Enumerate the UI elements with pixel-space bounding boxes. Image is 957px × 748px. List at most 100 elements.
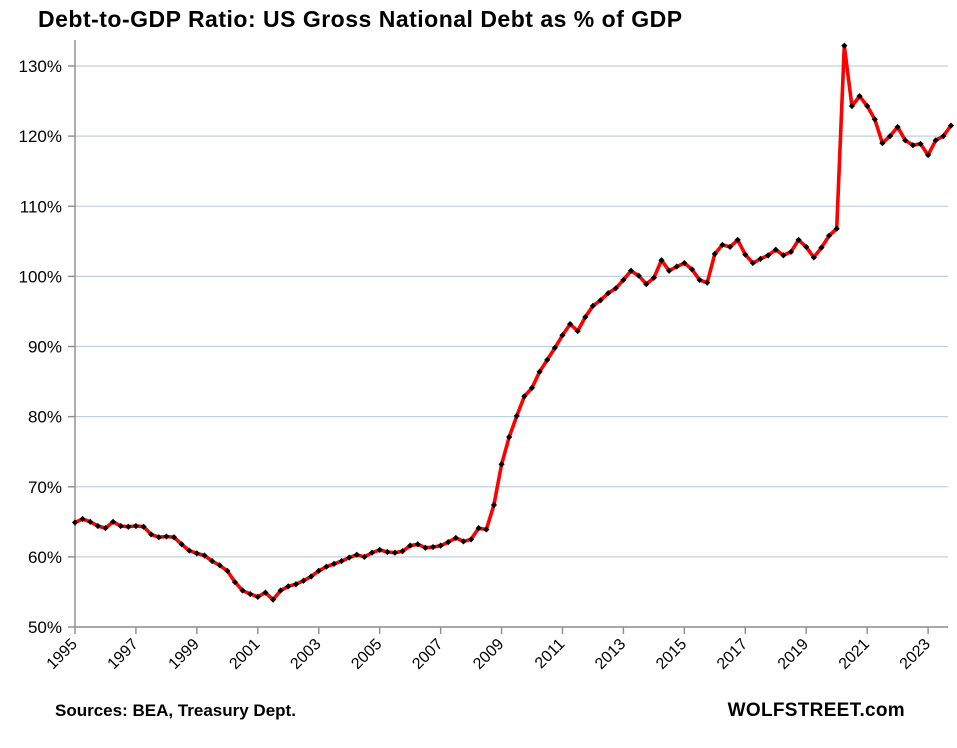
data-point-marker (726, 243, 734, 251)
data-point-marker (711, 250, 718, 258)
data-point-marker (765, 252, 772, 259)
data-point-marker (902, 137, 909, 144)
data-point-marker (528, 384, 536, 391)
x-tick-label: 2003 (287, 636, 324, 673)
data-point-marker (544, 356, 551, 363)
data-point-marker (780, 252, 787, 259)
data-point-marker (749, 259, 757, 267)
data-point-marker (597, 297, 604, 304)
data-point-marker (925, 151, 932, 159)
data-point-marker (467, 536, 475, 543)
data-point-marker (102, 525, 109, 532)
data-point-marker (384, 548, 391, 556)
data-point-marker (132, 522, 140, 530)
data-point-marker (170, 534, 178, 541)
data-point-marker (94, 522, 101, 530)
data-point-marker (353, 551, 360, 558)
data-point-marker (445, 539, 452, 546)
x-tick-label: 2017 (714, 636, 751, 673)
x-tick-label: 1999 (166, 636, 203, 673)
data-point-marker (795, 236, 802, 244)
data-point-marker (940, 133, 947, 140)
data-point-marker (818, 244, 825, 251)
y-tick-label: 110% (20, 197, 62, 216)
data-point-marker (658, 257, 665, 264)
data-point-marker (292, 581, 299, 588)
x-tick-label: 2011 (532, 636, 568, 672)
data-point-marker (696, 276, 703, 283)
data-point-marker (772, 246, 779, 253)
data-point-marker (894, 123, 901, 131)
data-point-marker (605, 290, 612, 297)
data-point-marker (338, 557, 345, 565)
data-point-marker (216, 562, 223, 569)
data-point-marker (734, 236, 741, 244)
data-point-marker (612, 285, 619, 292)
data-point-marker (475, 525, 482, 532)
data-point-marker (650, 274, 657, 281)
data-point-marker (551, 344, 558, 352)
data-point-marker (330, 560, 338, 567)
data-point-marker (666, 267, 673, 274)
data-point-marker (848, 102, 856, 110)
data-point-marker (422, 544, 429, 551)
data-point-marker (163, 533, 170, 540)
data-point-marker (841, 42, 848, 49)
data-point-marker (917, 140, 924, 147)
data-point-marker (521, 393, 528, 400)
data-point-marker (719, 241, 726, 248)
data-point-marker (513, 412, 520, 420)
data-point-marker (201, 552, 208, 559)
data-point-marker (368, 549, 376, 556)
sources-label: Sources: BEA, Treasury Dept. (55, 701, 296, 720)
x-tick-label: 2013 (592, 636, 629, 673)
data-point-marker (71, 519, 79, 526)
x-tick-label: 2021 (836, 636, 873, 673)
x-tick-label: 1997 (105, 636, 142, 673)
x-tick-label: 2007 (409, 636, 446, 673)
data-point-marker (643, 280, 650, 288)
data-point-marker (947, 122, 955, 129)
data-point-marker (308, 573, 315, 580)
data-point-marker (109, 518, 117, 525)
data-point-marker (810, 254, 817, 261)
data-point-marker (536, 368, 543, 375)
data-point-marker (224, 567, 231, 574)
data-point-marker (407, 542, 414, 549)
data-point-marker (932, 137, 939, 144)
y-tick-label: 90% (28, 338, 62, 357)
data-point-marker (627, 267, 635, 274)
data-line (73, 43, 953, 602)
data-point-marker (833, 225, 840, 232)
data-point-marker (239, 587, 246, 594)
data-point-marker (909, 142, 916, 149)
x-tick-label: 1995 (44, 636, 81, 673)
y-tick-label: 100% (19, 267, 62, 286)
data-point-marker (825, 232, 833, 239)
data-point-marker (757, 255, 764, 262)
data-point-marker (803, 243, 810, 251)
x-tick-label: 2019 (775, 636, 812, 673)
data-point-marker (254, 593, 261, 600)
data-point-marker (864, 102, 871, 110)
data-point-marker (117, 522, 124, 530)
x-tick-label: 2023 (897, 636, 934, 673)
data-point-marker (567, 320, 574, 328)
data-point-marker (247, 590, 254, 598)
data-point-marker (635, 272, 642, 279)
data-point-marker (277, 587, 284, 594)
data-point-marker (186, 547, 193, 554)
data-point-marker (787, 248, 795, 255)
x-tick-label: 2015 (653, 636, 690, 673)
data-point-marker (460, 538, 467, 545)
data-point-marker (125, 523, 132, 530)
data-point-marker (559, 332, 566, 339)
data-point-marker (140, 523, 147, 530)
data-point-marker (262, 589, 269, 596)
data-point-marker (376, 546, 383, 553)
data-point-marker (300, 577, 307, 584)
data-point-marker (620, 276, 627, 283)
y-tick-label: 80% (28, 408, 62, 427)
data-point-marker (87, 518, 94, 525)
